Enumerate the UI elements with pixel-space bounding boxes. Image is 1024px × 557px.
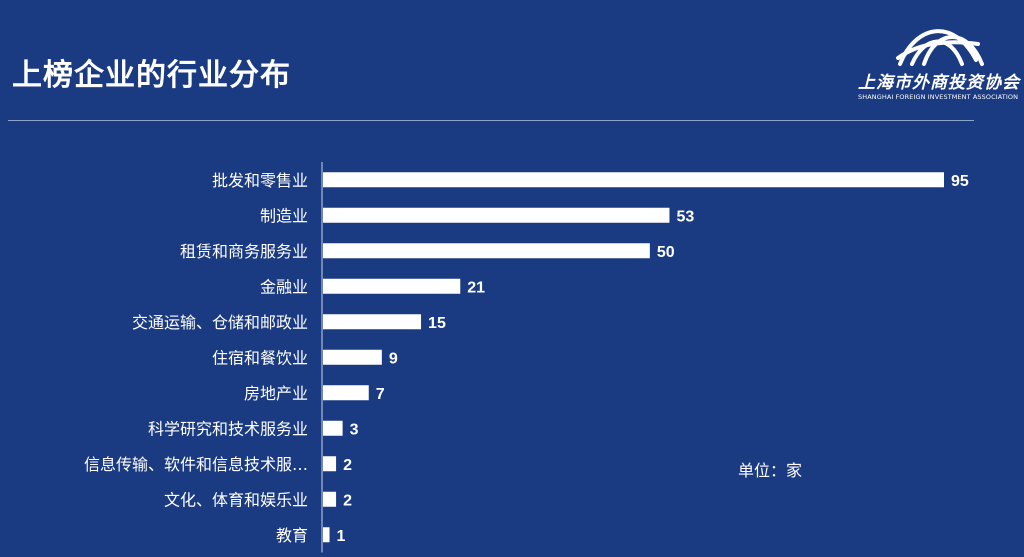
bar xyxy=(323,420,343,436)
data-label: 1 xyxy=(337,528,346,545)
bar xyxy=(323,491,337,507)
header-divider xyxy=(8,120,974,121)
category-label: 制造业 xyxy=(260,206,308,225)
bar xyxy=(323,385,369,401)
bar xyxy=(323,172,944,188)
data-label: 15 xyxy=(428,315,446,332)
data-label: 7 xyxy=(376,386,385,403)
category-label: 租赁和商务服务业 xyxy=(180,242,308,261)
bar xyxy=(323,527,330,543)
bar xyxy=(323,349,382,365)
logo-name-cn: 上海市外商投资协会 xyxy=(858,73,1020,93)
arch-logo-icon xyxy=(896,29,984,66)
unit-note: 单位：家 xyxy=(738,461,803,480)
data-label: 9 xyxy=(389,350,398,367)
category-label: 住宿和餐饮业 xyxy=(212,348,308,367)
category-label: 文化、体育和娱乐业 xyxy=(164,490,308,509)
association-logo: 上海市外商投资协会 SHANGHAI FOREIGN INVESTMENT AS… xyxy=(858,14,1020,104)
category-label: 教育 xyxy=(276,526,308,545)
data-label: 95 xyxy=(951,173,969,190)
bar xyxy=(323,207,670,223)
bar xyxy=(323,243,650,259)
bar xyxy=(323,314,422,330)
category-label: 科学研究和技术服务业 xyxy=(148,419,308,438)
data-label: 2 xyxy=(343,457,352,474)
category-label: 金融业 xyxy=(260,277,308,296)
data-label: 3 xyxy=(350,421,359,438)
data-label: 2 xyxy=(343,492,352,509)
category-label: 交通运输、仓储和邮政业 xyxy=(132,313,308,332)
category-label: 信息传输、软件和信息技术服… xyxy=(84,455,308,474)
data-label: 21 xyxy=(467,279,485,296)
category-label: 批发和零售业 xyxy=(212,171,308,190)
logo-name-en: SHANGHAI FOREIGN INVESTMENT ASSOCIATION xyxy=(858,93,1019,101)
bar xyxy=(323,278,461,294)
bar xyxy=(323,456,337,472)
data-label: 50 xyxy=(657,244,675,261)
category-label: 房地产业 xyxy=(244,384,308,403)
page-title: 上榜企业的行业分布 xyxy=(12,58,291,93)
data-label: 53 xyxy=(676,208,694,225)
